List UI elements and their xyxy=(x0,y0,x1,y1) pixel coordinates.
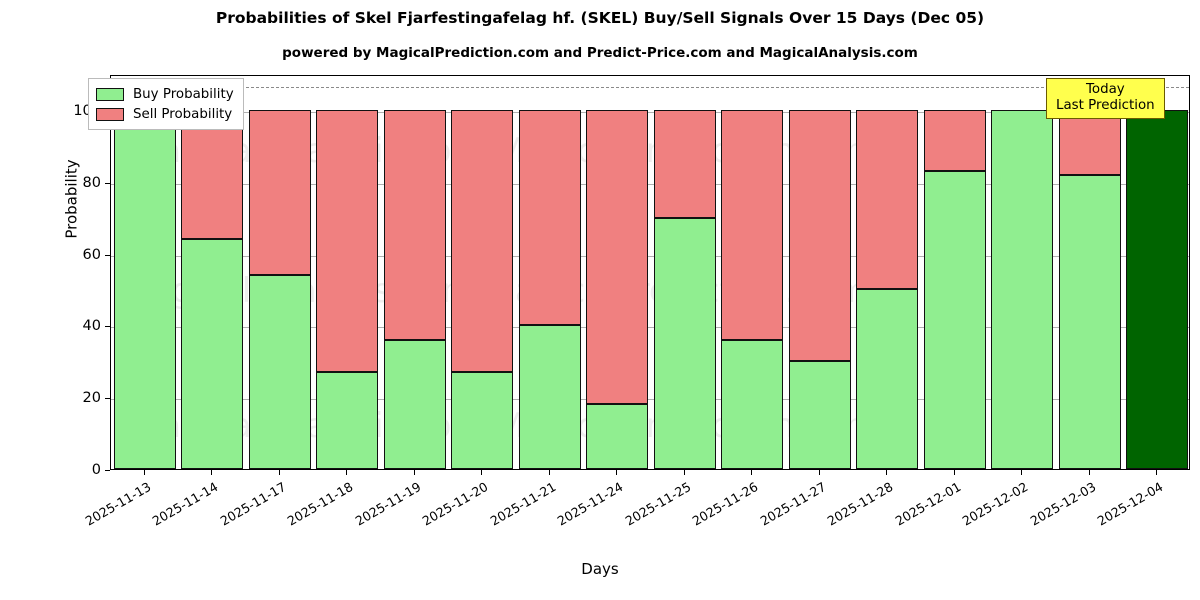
legend-swatch-sell xyxy=(96,107,124,121)
bar-segment-buy[interactable] xyxy=(923,170,986,469)
bar-segment-today[interactable] xyxy=(1126,109,1189,469)
grid-line xyxy=(111,255,1189,257)
x-axis-tick-mark xyxy=(481,470,483,475)
bar-segment-sell[interactable] xyxy=(856,109,919,290)
x-axis-tick-mark xyxy=(751,470,753,475)
bar-segment-sell[interactable] xyxy=(1058,109,1121,175)
bar-segment-buy[interactable] xyxy=(991,109,1054,469)
bar-segment-sell[interactable] xyxy=(788,109,851,362)
bar-group[interactable] xyxy=(181,76,244,469)
bar-segment-sell[interactable] xyxy=(316,109,379,373)
y-axis-tick-label: 60 xyxy=(82,246,101,263)
bar-segment-buy[interactable] xyxy=(113,109,176,469)
grid-line xyxy=(111,111,1189,113)
x-axis-tick-mark xyxy=(1021,470,1023,475)
bar-segment-sell[interactable] xyxy=(518,109,581,326)
bar-group[interactable] xyxy=(653,76,716,469)
plot-area: MagicalAnalysis.com MagicalPrediction.co… xyxy=(110,75,1190,470)
y-axis-tick-label: 40 xyxy=(82,318,101,335)
x-axis-tick-mark xyxy=(413,470,415,475)
bar-segment-sell[interactable] xyxy=(653,109,716,218)
bar-group[interactable] xyxy=(518,76,581,469)
bar-group[interactable] xyxy=(856,76,919,469)
bar-group[interactable] xyxy=(788,76,851,469)
y-axis-tick-mark xyxy=(105,254,110,256)
x-axis-tick-mark xyxy=(278,470,280,475)
bar-segment-sell[interactable] xyxy=(586,109,649,405)
bar-segment-buy[interactable] xyxy=(788,361,851,469)
chart-subtitle: powered by MagicalPrediction.com and Pre… xyxy=(282,45,918,61)
bar-group[interactable] xyxy=(316,76,379,469)
bar-group[interactable] xyxy=(586,76,649,469)
bar-segment-sell[interactable] xyxy=(451,109,514,373)
bar-group[interactable] xyxy=(383,76,446,469)
legend-item-buy: Buy Probability xyxy=(96,84,234,104)
x-axis-tick-mark xyxy=(1156,470,1158,475)
x-axis-tick-mark xyxy=(1088,470,1090,475)
bar-segment-buy[interactable] xyxy=(856,289,919,469)
x-axis-tick-mark xyxy=(548,470,550,475)
bar-group[interactable] xyxy=(451,76,514,469)
x-axis-tick-mark xyxy=(211,470,213,475)
bar-segment-sell[interactable] xyxy=(923,109,986,171)
x-axis-tick-mark xyxy=(818,470,820,475)
bar-group[interactable] xyxy=(1126,76,1189,469)
bar-group[interactable] xyxy=(721,76,784,469)
bar-segment-sell[interactable] xyxy=(721,109,784,340)
x-axis-label: Days xyxy=(581,560,619,578)
bar-segment-sell[interactable] xyxy=(248,109,311,276)
bar-group[interactable] xyxy=(248,76,311,469)
bar-segment-buy[interactable] xyxy=(316,372,379,469)
bar-segment-buy[interactable] xyxy=(518,325,581,469)
legend-label-sell: Sell Probability xyxy=(133,106,233,122)
bar-segment-buy[interactable] xyxy=(248,275,311,469)
grid-line xyxy=(111,399,1189,401)
bar-group[interactable] xyxy=(113,76,176,469)
bar-segment-buy[interactable] xyxy=(383,339,446,469)
today-annotation-line2: Last Prediction xyxy=(1056,97,1155,113)
x-axis-tick-mark xyxy=(346,470,348,475)
bar-segment-buy[interactable] xyxy=(181,239,244,469)
y-axis-tick-label: 80 xyxy=(82,174,101,191)
y-axis-tick-mark xyxy=(105,470,110,471)
x-axis-tick-mark xyxy=(143,470,145,475)
bar-segment-buy[interactable] xyxy=(653,217,716,469)
legend-swatch-buy xyxy=(96,87,124,101)
today-annotation-line1: Today xyxy=(1085,82,1125,97)
bar-segment-buy[interactable] xyxy=(586,404,649,469)
x-axis-tick-mark xyxy=(953,470,955,475)
grid-line xyxy=(111,183,1189,185)
y-axis-tick-mark xyxy=(105,182,110,184)
bar-segment-buy[interactable] xyxy=(1058,174,1121,469)
chart-title: Probabilities of Skel Fjarfestingafelag … xyxy=(215,9,985,27)
y-axis-tick-mark xyxy=(105,398,110,400)
reference-line xyxy=(111,86,1189,88)
grid-line xyxy=(111,327,1189,329)
bar-segment-buy[interactable] xyxy=(451,372,514,469)
bar-group[interactable] xyxy=(1058,76,1121,469)
x-axis-tick-mark xyxy=(886,470,888,475)
legend-label-buy: Buy Probability xyxy=(133,86,234,102)
x-axis-tick-mark xyxy=(616,470,618,475)
bar-group[interactable] xyxy=(991,76,1054,469)
bar-segment-buy[interactable] xyxy=(721,339,784,469)
legend-item-sell: Sell Probability xyxy=(96,104,234,124)
bar-segment-sell[interactable] xyxy=(383,109,446,340)
x-axis-tick-mark xyxy=(683,470,685,475)
chart-legend: Buy Probability Sell Probability xyxy=(88,78,244,130)
bar-group[interactable] xyxy=(923,76,986,469)
today-annotation: Today Last Prediction xyxy=(1046,78,1165,119)
y-axis-label: Probability xyxy=(62,159,81,239)
y-axis-tick-label: 0 xyxy=(91,462,101,478)
y-axis-tick-label: 20 xyxy=(82,390,101,407)
y-axis-tick-mark xyxy=(105,326,110,328)
